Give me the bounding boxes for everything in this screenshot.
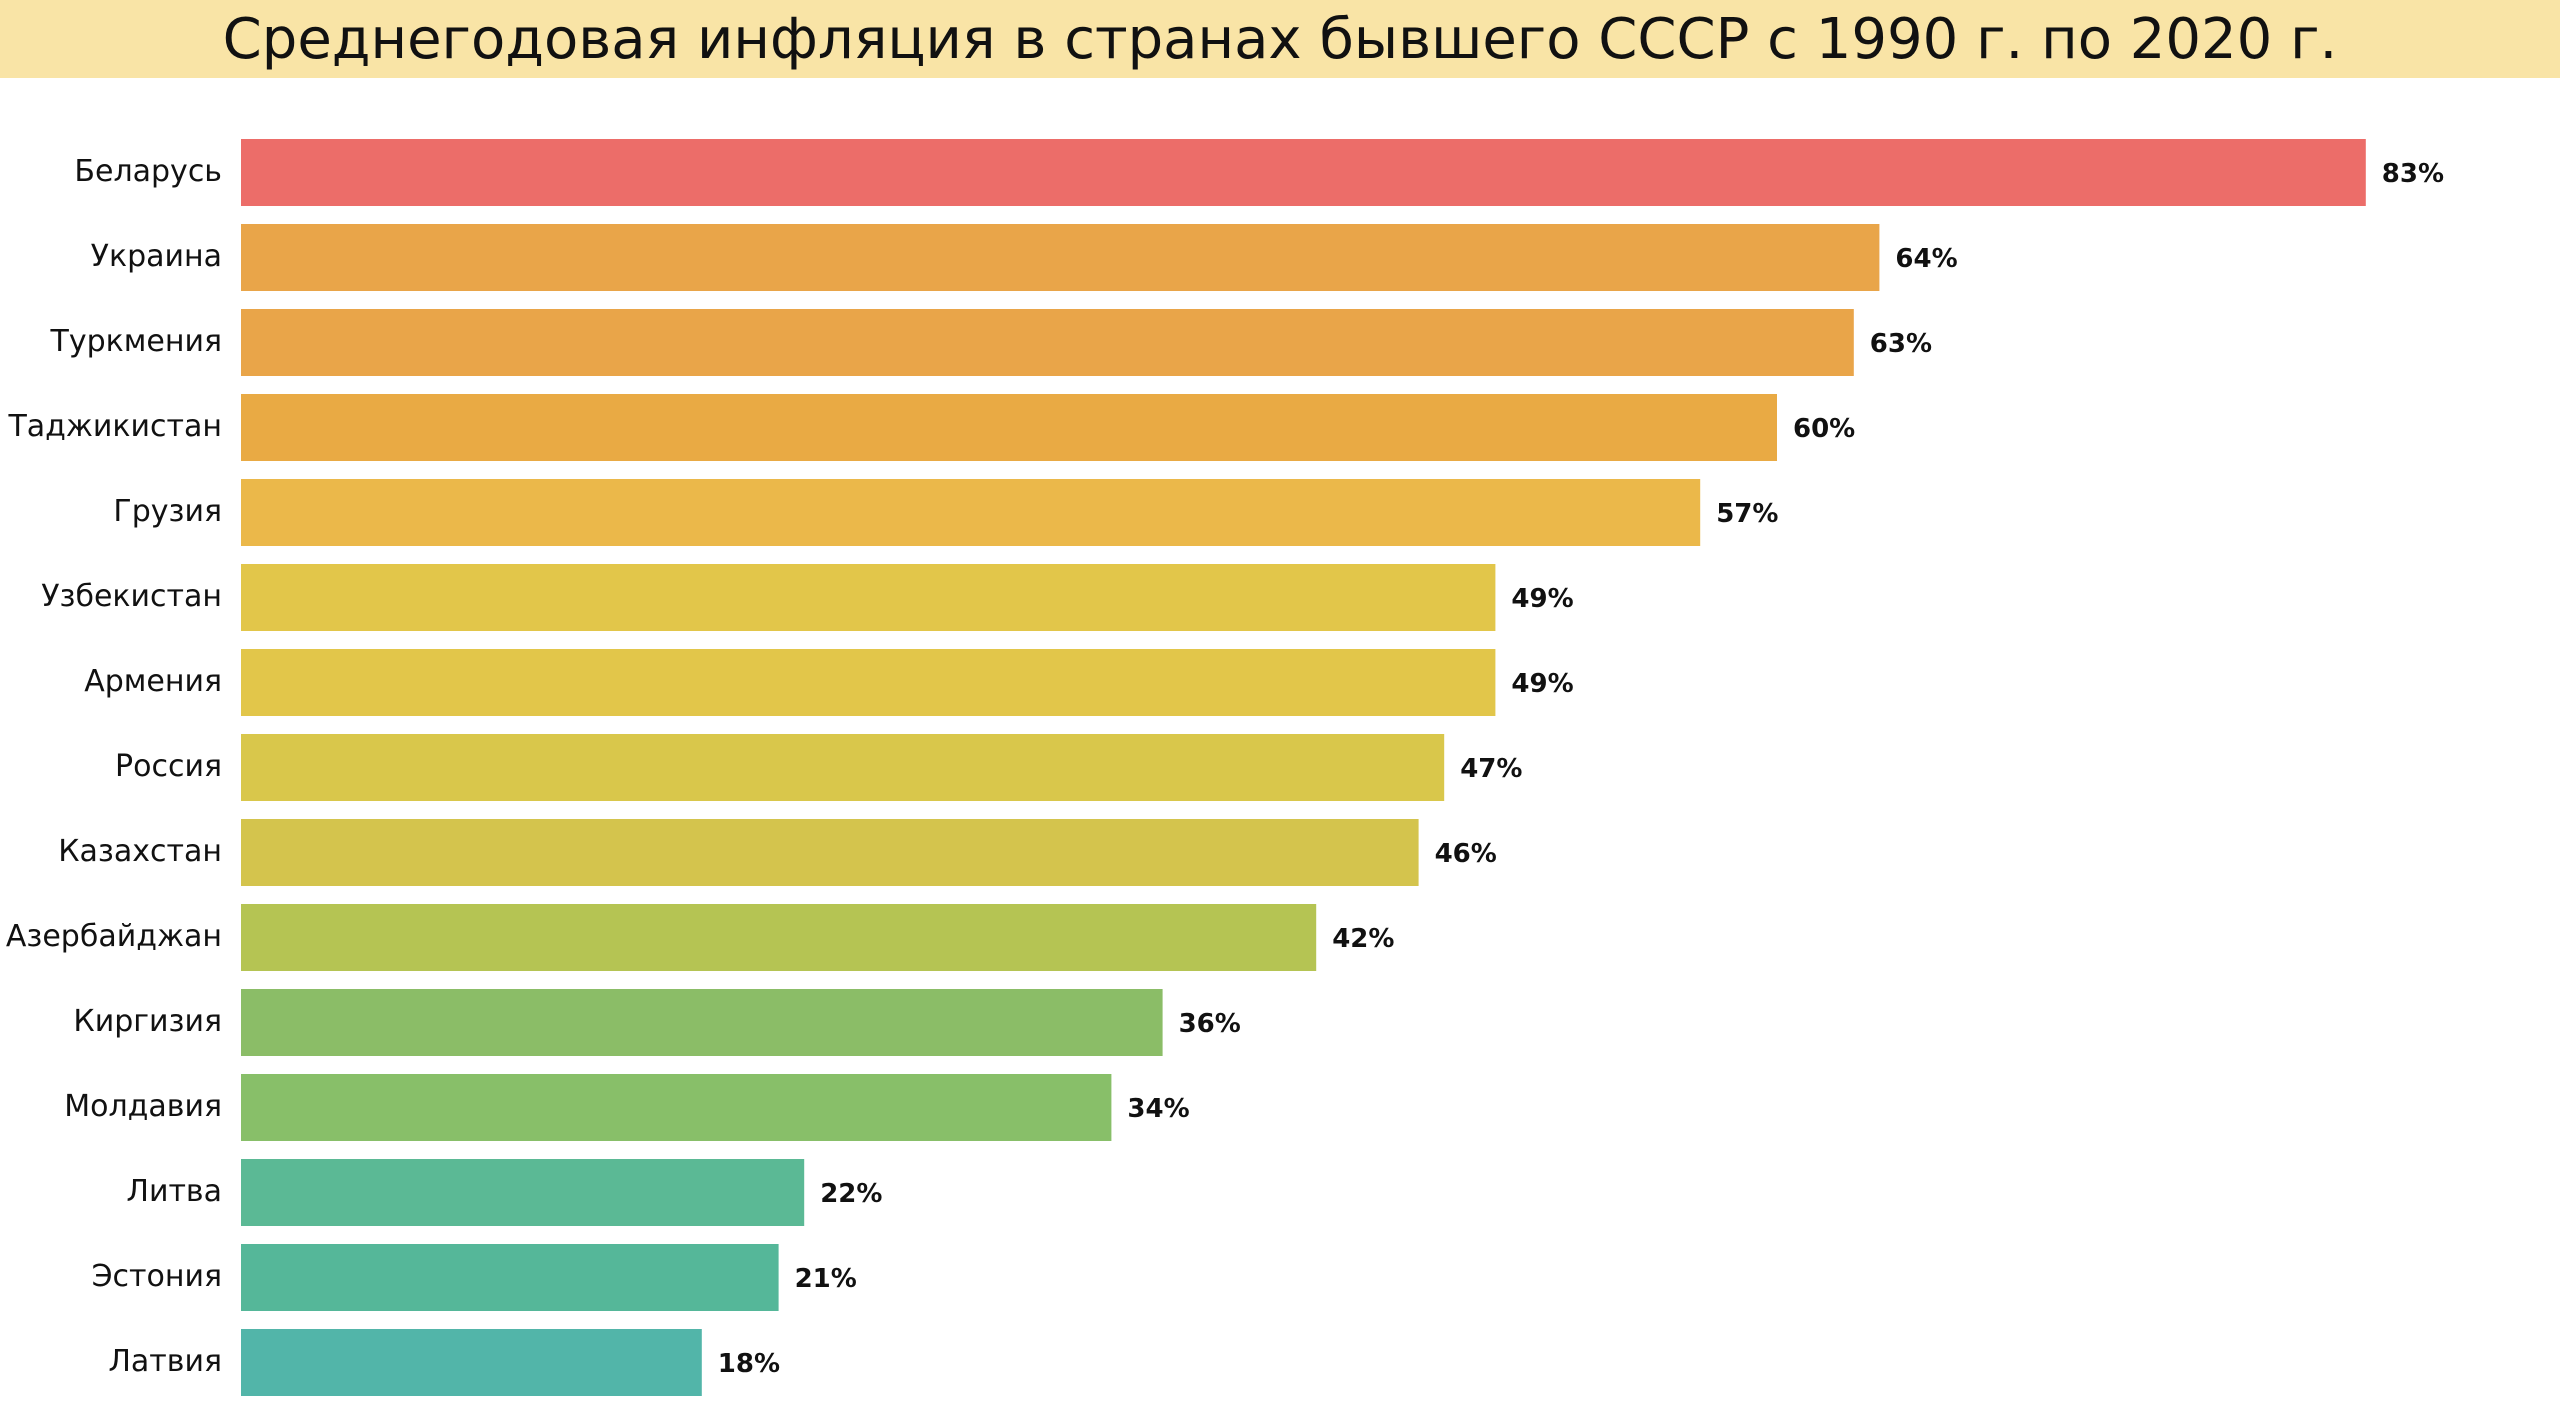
category-label: Россия xyxy=(115,749,222,784)
bar-8 xyxy=(241,734,1445,801)
value-label: 18% xyxy=(718,1349,780,1379)
title-band: Среднегодовая инфляция в странах бывшего… xyxy=(0,0,2560,78)
bar-3 xyxy=(241,309,1854,376)
value-label: 60% xyxy=(1793,414,1855,444)
bar-12 xyxy=(241,1074,1112,1141)
bar-2 xyxy=(241,224,1880,291)
value-label: 47% xyxy=(1460,754,1522,784)
category-label: Таджикистан xyxy=(7,409,222,444)
value-label: 21% xyxy=(795,1264,857,1294)
category-label: Туркмения xyxy=(50,324,223,359)
category-label: Грузия xyxy=(113,494,222,529)
bar-13 xyxy=(241,1159,805,1226)
value-label: 49% xyxy=(1511,669,1573,699)
value-label: 64% xyxy=(1895,244,1957,274)
bar-15 xyxy=(241,1329,702,1396)
category-label: Украина xyxy=(91,239,222,274)
value-label: 49% xyxy=(1511,584,1573,614)
value-label: 83% xyxy=(2382,159,2444,189)
bar-10 xyxy=(241,904,1317,971)
category-label: Узбекистан xyxy=(41,579,222,614)
bar-9 xyxy=(241,819,1419,886)
bar-4 xyxy=(241,394,1777,461)
value-label: 34% xyxy=(1127,1094,1189,1124)
value-label: 22% xyxy=(820,1179,882,1209)
bar-5 xyxy=(241,479,1701,546)
category-label: Беларусь xyxy=(74,154,222,189)
value-label: 42% xyxy=(1332,924,1394,954)
category-label: Литва xyxy=(126,1174,222,1209)
category-label: Эстония xyxy=(92,1259,222,1294)
bar-11 xyxy=(241,989,1163,1056)
category-label: Армения xyxy=(84,664,222,699)
bar-6 xyxy=(241,564,1496,631)
category-label: Киргизия xyxy=(73,1004,222,1039)
value-label: 36% xyxy=(1179,1009,1241,1039)
bar-14 xyxy=(241,1244,779,1311)
value-label: 57% xyxy=(1716,499,1778,529)
category-label: Латвия xyxy=(108,1344,222,1379)
bar-7 xyxy=(241,649,1496,716)
chart-title: Среднегодовая инфляция в странах бывшего… xyxy=(222,6,2338,72)
bar-1 xyxy=(241,139,2366,206)
value-label: 63% xyxy=(1870,329,1932,359)
category-label: Азербайджан xyxy=(6,919,222,954)
category-label: Казахстан xyxy=(58,834,222,869)
category-label: Молдавия xyxy=(64,1089,222,1124)
value-label: 46% xyxy=(1435,839,1497,869)
